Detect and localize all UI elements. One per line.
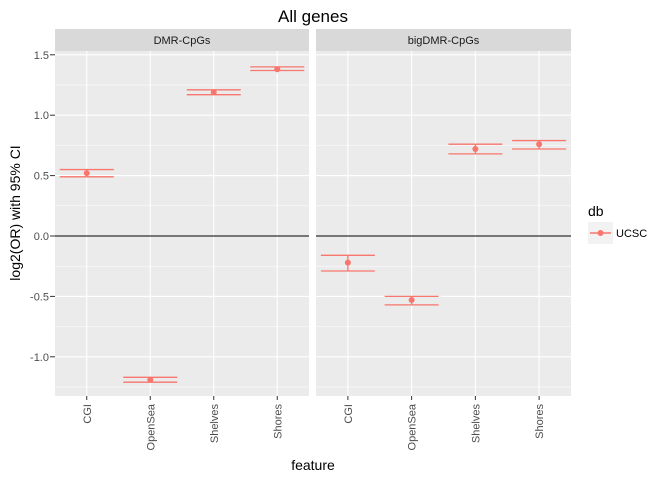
data-point — [472, 146, 479, 153]
x-tick-label: Shores — [534, 404, 546, 439]
y-axis: -1.0 -0.5 0.0 0.5 1.0 1.5 — [30, 50, 55, 364]
chart-title: All genes — [278, 7, 348, 26]
legend: db UCSC — [588, 203, 647, 244]
y-tick-label: 0.0 — [34, 231, 49, 243]
x-tick-label: CGI — [343, 404, 355, 424]
x-axis-title: feature — [291, 457, 335, 473]
data-point — [344, 259, 351, 266]
y-tick-label: 1.0 — [34, 110, 49, 122]
facet-strip-label: bigDMR-CpGs — [408, 35, 480, 47]
y-axis-title: log2(OR) with 95% CI — [7, 145, 23, 280]
legend-key-point — [597, 230, 604, 236]
y-tick-label: 1.5 — [34, 50, 49, 62]
x-tick-label: OpenSea — [407, 403, 419, 450]
x-tick-label: OpenSea — [145, 403, 157, 450]
x-tick-label: Shores — [272, 404, 284, 439]
data-point — [408, 297, 415, 304]
facet-panel: DMR-CpGs CGI OpenSea Shelves Shores — [55, 29, 309, 450]
y-tick-label: -1.0 — [30, 352, 49, 364]
x-tick-label: Shelves — [209, 404, 221, 444]
x-tick-label: Shelves — [470, 404, 482, 444]
y-tick-label: -0.5 — [30, 291, 49, 303]
panel-background — [316, 51, 571, 396]
data-point — [274, 66, 281, 73]
facet-strip — [55, 29, 309, 51]
panel-background — [55, 51, 309, 396]
legend-title: db — [588, 203, 604, 219]
data-point — [210, 89, 217, 96]
facet-strip-label: DMR-CpGs — [154, 35, 211, 47]
facet-panel: bigDMR-CpGs CGI OpenSea Shelves Shores — [316, 29, 571, 450]
data-point — [83, 170, 90, 177]
facet-strip — [316, 29, 571, 51]
y-tick-label: 0.5 — [34, 171, 49, 183]
data-point — [147, 376, 154, 383]
x-tick-label: CGI — [82, 404, 94, 424]
legend-label-ucsc: UCSC — [616, 228, 647, 240]
data-point — [536, 141, 543, 148]
